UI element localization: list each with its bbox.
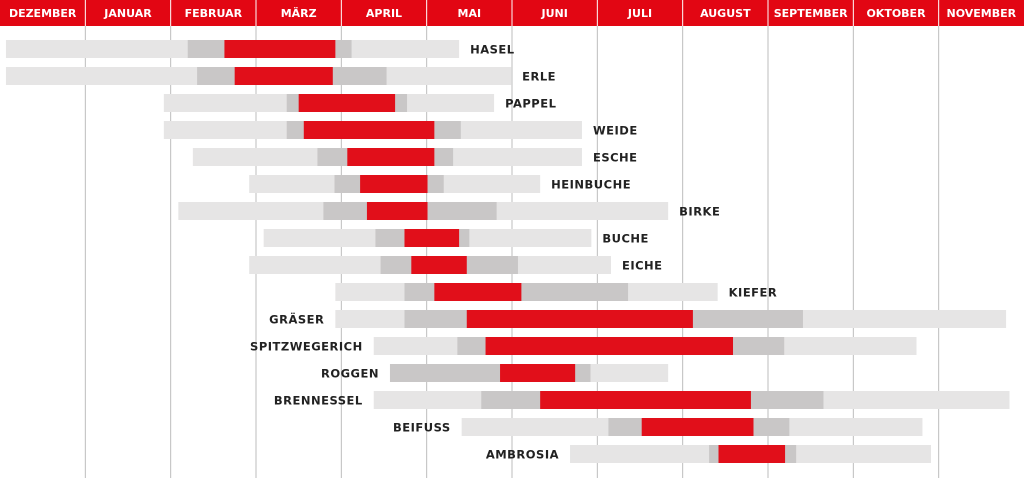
month-label: MAI bbox=[458, 7, 482, 20]
month-label: MÄRZ bbox=[281, 6, 317, 20]
plant-label: HEINBUCHE bbox=[551, 178, 631, 192]
month-label: JULI bbox=[627, 7, 652, 20]
plant-label: BRENNESSEL bbox=[274, 394, 363, 408]
plant-label: SPITZWEGERICH bbox=[250, 340, 363, 354]
main-season-bar bbox=[303, 121, 435, 139]
plant-label: HASEL bbox=[470, 43, 515, 57]
month-header-labels: DEZEMBER JANUAR FEBRUAR MÄRZ APRIL MAI JUNI JUL… bbox=[9, 0, 1017, 26]
plant-label: WEIDE bbox=[593, 124, 638, 138]
plant-row bbox=[461, 418, 923, 436]
month-label: AUGUST bbox=[700, 7, 751, 20]
plant-row bbox=[249, 256, 611, 274]
plant-row bbox=[335, 283, 718, 301]
main-season-bar bbox=[360, 175, 428, 193]
plant-label: BUCHE bbox=[602, 232, 649, 246]
month-label: APRIL bbox=[366, 7, 402, 20]
plant-row bbox=[163, 94, 495, 112]
main-season-bar bbox=[641, 418, 754, 436]
month-label: NOVEMBER bbox=[947, 7, 1017, 20]
main-season-bar bbox=[404, 229, 460, 247]
month-label: SEPTEMBER bbox=[774, 7, 848, 20]
plant-row bbox=[5, 67, 512, 85]
month-label: JANUAR bbox=[103, 7, 152, 20]
month-label: JUNI bbox=[541, 7, 568, 20]
plant-label: ROGGEN bbox=[321, 367, 379, 381]
main-season-bar bbox=[500, 364, 576, 382]
main-season-bar bbox=[434, 283, 522, 301]
plant-row bbox=[249, 175, 541, 193]
plant-row bbox=[389, 364, 669, 382]
main-season-bar bbox=[466, 310, 693, 328]
main-season-bar bbox=[234, 67, 333, 85]
plant-labels: HASEL ERLE PAPPEL WEIDE ESCHE HEINBUCHE BIRKE B… bbox=[250, 43, 777, 462]
plant-row bbox=[5, 40, 460, 58]
plant-label: KIEFER bbox=[729, 286, 778, 300]
plant-label: BEIFUSS bbox=[393, 421, 451, 435]
plant-label: BIRKE bbox=[679, 205, 720, 219]
month-label: DEZEMBER bbox=[9, 7, 77, 20]
plant-label: GRÄSER bbox=[269, 312, 324, 327]
plant-row bbox=[570, 445, 931, 463]
main-season-bar bbox=[298, 94, 396, 112]
plant-row bbox=[192, 148, 582, 166]
plant-row bbox=[263, 229, 592, 247]
month-label: FEBRUAR bbox=[185, 7, 243, 20]
plant-label: ERLE bbox=[522, 70, 556, 84]
main-season-bar bbox=[485, 337, 734, 355]
plant-row bbox=[335, 310, 1007, 328]
plant-label: EICHE bbox=[622, 259, 663, 273]
plant-row bbox=[163, 121, 582, 139]
plant-bars bbox=[5, 40, 1010, 463]
plant-label: AMBROSIA bbox=[486, 448, 559, 462]
plant-row bbox=[373, 391, 1010, 409]
plant-row bbox=[178, 202, 669, 220]
main-season-bar bbox=[224, 40, 336, 58]
plant-row bbox=[373, 337, 917, 355]
plant-label: PAPPEL bbox=[505, 97, 556, 111]
main-season-bar bbox=[347, 148, 435, 166]
main-season-bar bbox=[540, 391, 751, 409]
main-season-bar bbox=[411, 256, 467, 274]
main-season-bar bbox=[718, 445, 786, 463]
plant-label: ESCHE bbox=[593, 151, 638, 165]
month-label: OKTOBER bbox=[866, 7, 926, 20]
main-season-bar bbox=[366, 202, 428, 220]
